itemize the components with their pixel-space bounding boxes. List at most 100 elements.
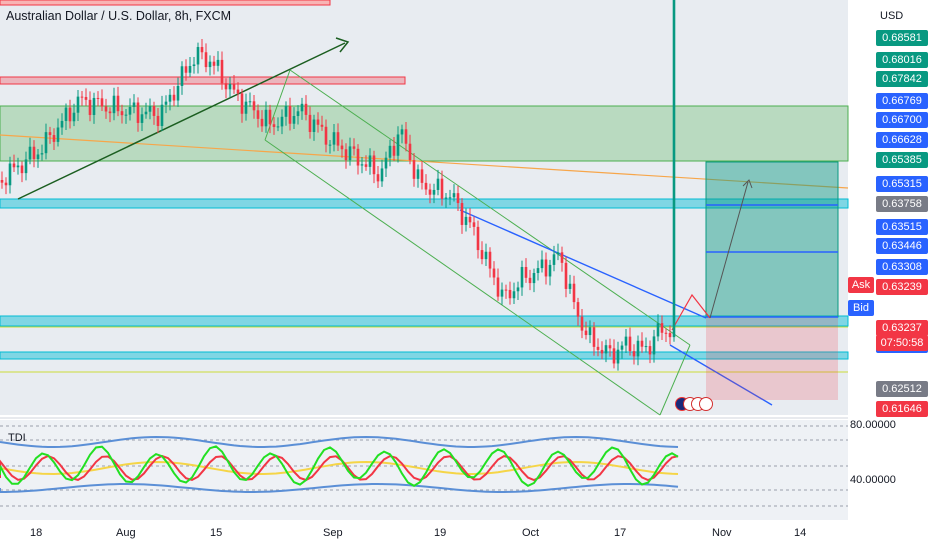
tdi-pane-bg [0,420,848,520]
candle-body [344,149,348,161]
price-axis-label: 0.63515 [876,219,928,235]
candle-body [404,129,408,144]
candle-body [232,83,236,90]
candle-body [444,197,448,199]
candle-body [420,169,424,183]
us-flag-icon[interactable] [699,397,713,411]
candle-body [212,61,216,66]
candle-body [228,83,232,90]
candle-body [328,144,332,146]
candle-body [632,351,636,357]
candle-body [612,348,616,364]
candle-body [184,66,188,73]
candle-body [636,340,640,357]
candle-body [100,98,104,107]
candle-body [524,267,528,278]
candle-body [64,107,68,121]
candle-body [560,252,564,263]
price-axis-label: 0.68581 [876,30,928,46]
candle-body [640,340,644,347]
candle-body [564,262,568,289]
candle-body [132,102,136,107]
green-supply-zone [0,105,849,162]
price-axis-label: 0.63237 [876,320,928,336]
candle-body [188,66,192,73]
candle-body [244,101,248,114]
candle-body [56,127,60,142]
candle-body [176,85,180,101]
candle-body [588,327,592,336]
candle-body [452,193,456,198]
price-axis-label: 0.66769 [876,93,928,109]
time-axis-label: Oct [522,527,540,539]
time-axis-label: Nov [712,527,732,539]
candle-body [372,155,376,175]
price-axis-label: 0.68016 [876,52,928,68]
candle-body [216,59,220,66]
candle-body [76,96,80,113]
price-axis-bg [848,0,932,550]
candle-body [516,287,520,292]
uptrend-arrow-line [17,42,346,200]
candle-body [528,277,532,284]
candle-body [180,66,184,86]
currency-label: USD [880,10,904,22]
candle-body [280,116,284,127]
candle-body [412,160,416,179]
candle-body [200,47,204,53]
uptrend-arrow-head [335,37,350,53]
candle-body [568,283,572,289]
candle-body [160,104,164,127]
time-axis-label: 14 [794,527,807,539]
time-axis-label: Sep [323,527,343,539]
candle-body [108,111,112,114]
candle-body [432,189,436,195]
candle-body [592,327,596,347]
candle-body [8,163,12,186]
candle-body [168,94,172,102]
candle-body [496,277,500,297]
cyan-zone-1 [0,198,849,209]
candle-body [504,289,508,291]
time-axis-label: 18 [30,527,43,539]
countdown-timer: 07:50:58 [876,335,928,351]
candle-body [116,95,120,112]
candle-body [304,103,308,115]
price-axis-label: 0.63758 [876,196,928,212]
candle-body [552,254,556,265]
tdi-indicator-lines [0,435,679,493]
price-axis-label: 0.63308 [876,259,928,275]
candle-body [32,146,36,160]
candle-body [576,302,580,317]
price-axis-label: 0.66700 [876,112,928,128]
time-axis-bg [0,520,848,550]
candle-body [268,109,272,125]
price-axis-label: 0.62512 [876,381,928,397]
candle-body [272,124,276,127]
candle-body [596,346,600,350]
time-axis-label: 15 [210,527,223,539]
candle-body [104,106,108,112]
tdi-baseline [0,460,679,476]
candle-body [388,145,392,158]
symbol-title: Australian Dollar / U.S. Dollar, 8h, FXC… [6,9,232,23]
candle-body [316,119,320,125]
price-axis-label: 0.67842 [876,71,928,87]
candle-body [124,114,128,116]
candle-body [12,163,16,168]
candle-body [24,159,28,174]
candle-body [20,165,24,174]
candle-body [220,59,224,84]
candle-body [580,316,584,331]
candle-body [152,106,156,116]
candle-body [68,107,72,122]
indicator-name[interactable]: TDI [8,432,26,444]
price-axis-label: 0.63446 [876,238,928,254]
candle-body [308,114,312,132]
candle-body [340,145,344,150]
candle-body [656,323,660,337]
candle-body [668,333,672,338]
candle-body [416,169,420,179]
